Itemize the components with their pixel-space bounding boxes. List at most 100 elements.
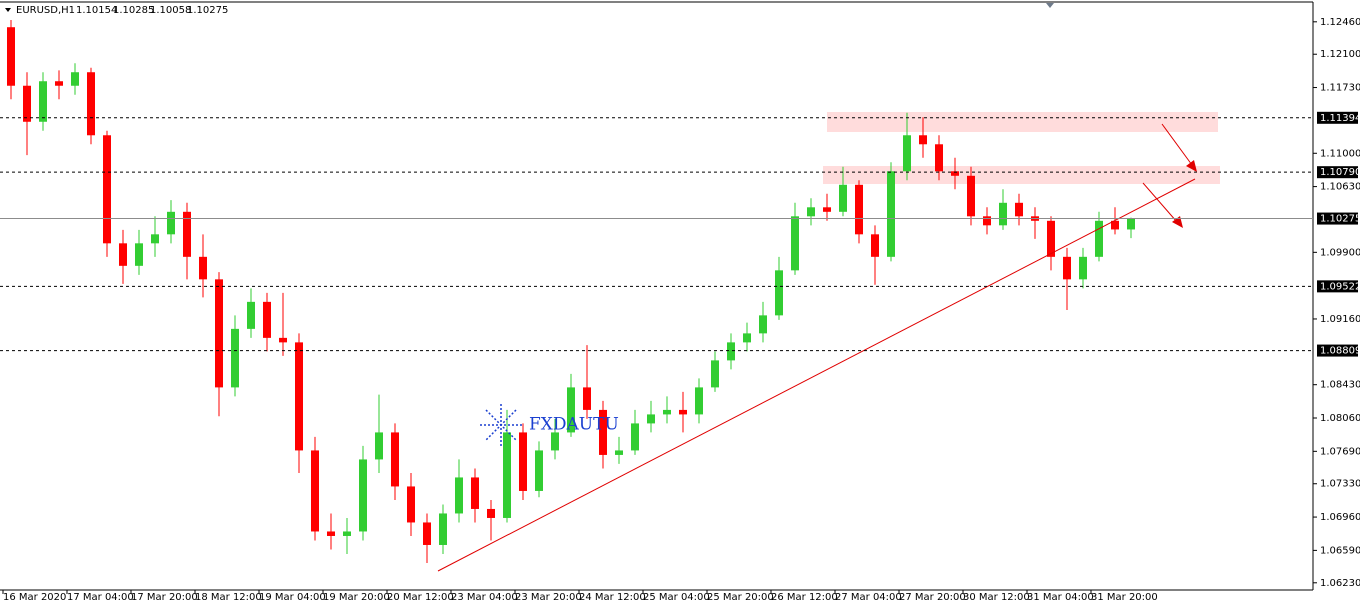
resistance-zone bbox=[827, 112, 1218, 132]
candle-body bbox=[695, 387, 703, 415]
zones bbox=[823, 112, 1220, 184]
candle-body bbox=[359, 459, 367, 532]
candle-body bbox=[263, 301, 271, 338]
candle-body bbox=[583, 387, 591, 410]
price-level-box bbox=[1317, 111, 1358, 124]
candle-body bbox=[791, 216, 799, 271]
candle-body bbox=[855, 184, 863, 235]
y-tick-label: 1.07690 bbox=[1320, 446, 1360, 457]
candle-body bbox=[135, 243, 143, 266]
candle-body bbox=[871, 234, 879, 257]
candle-body bbox=[55, 81, 63, 86]
x-tick-label: 27 Mar 04:00 bbox=[835, 592, 902, 603]
candle-body bbox=[807, 207, 815, 217]
candle-body bbox=[215, 279, 223, 388]
y-tick-label: 1.07330 bbox=[1320, 479, 1360, 490]
candle-body bbox=[199, 256, 207, 280]
ohlc-open: 1.10154 bbox=[76, 5, 117, 16]
candle-body bbox=[935, 144, 943, 172]
x-tick-label: 26 Mar 12:00 bbox=[771, 592, 838, 603]
x-tick-label: 23 Mar 20:00 bbox=[515, 592, 582, 603]
x-tick-label: 23 Mar 04:00 bbox=[451, 592, 518, 603]
arrow bbox=[1142, 182, 1178, 223]
annotations: FXDAUTU bbox=[437, 123, 1197, 572]
candle-body bbox=[327, 531, 335, 536]
resistance-zone bbox=[823, 166, 1220, 184]
y-tick-label: 1.08430 bbox=[1320, 380, 1360, 391]
candle-body bbox=[1095, 220, 1103, 257]
y-tick-label: 1.10630 bbox=[1320, 182, 1360, 193]
current-price-box bbox=[1317, 212, 1358, 225]
candle-body bbox=[711, 360, 719, 388]
candle-body bbox=[391, 432, 399, 487]
candle-body bbox=[727, 342, 735, 361]
candle-body bbox=[311, 450, 319, 532]
candle-body bbox=[151, 234, 159, 244]
candle-body bbox=[951, 171, 959, 176]
y-tick-label: 1.09900 bbox=[1320, 247, 1360, 258]
x-tick-label: 20 Mar 12:00 bbox=[387, 592, 454, 603]
x-tick-label: 31 Mar 20:00 bbox=[1091, 592, 1158, 603]
candle-body bbox=[103, 135, 111, 244]
candle-body bbox=[487, 508, 495, 518]
candle-body bbox=[903, 135, 911, 172]
candle-body bbox=[1127, 218, 1135, 230]
y-tick-label: 1.06960 bbox=[1320, 512, 1360, 523]
x-tick-label: 18 Mar 12:00 bbox=[195, 592, 262, 603]
plot bbox=[7, 20, 1135, 563]
candle-body bbox=[663, 409, 671, 415]
watermark-icon bbox=[480, 404, 522, 446]
candle-body bbox=[839, 184, 847, 212]
x-tick-label: 27 Mar 20:00 bbox=[899, 592, 966, 603]
candle-body bbox=[759, 315, 767, 334]
price-level-label: 1.10790 bbox=[1320, 167, 1360, 178]
candle-body bbox=[7, 27, 15, 86]
arrow-head bbox=[1186, 160, 1197, 172]
candle-body bbox=[743, 333, 751, 343]
candle-body bbox=[983, 216, 991, 226]
candle-body bbox=[375, 432, 383, 460]
candle-body bbox=[23, 85, 31, 122]
menu-triangle bbox=[5, 8, 11, 12]
x-tick-label: 31 Mar 04:00 bbox=[1027, 592, 1094, 603]
price-level-label: 1.08809 bbox=[1320, 346, 1360, 357]
candle-body bbox=[295, 342, 303, 451]
y-tick-label: 1.11000 bbox=[1320, 148, 1360, 159]
candle-body bbox=[343, 531, 351, 536]
candle-body bbox=[1063, 256, 1071, 280]
watermark: FXDAUTU bbox=[529, 415, 619, 435]
candle-body bbox=[919, 135, 927, 145]
candle-body bbox=[1047, 220, 1055, 257]
candle-body bbox=[823, 207, 831, 212]
price-level-label: 1.09522 bbox=[1320, 281, 1360, 292]
price-level-box bbox=[1317, 166, 1358, 179]
candle-body bbox=[1111, 220, 1119, 230]
price-level-box bbox=[1317, 344, 1358, 357]
y-tick-label: 1.12100 bbox=[1320, 49, 1360, 60]
x-tick-label: 17 Mar 20:00 bbox=[131, 592, 198, 603]
candle-body bbox=[439, 513, 447, 545]
x-tick-label: 25 Mar 20:00 bbox=[707, 592, 774, 603]
arrow bbox=[1161, 123, 1193, 166]
shift-marker bbox=[1046, 3, 1054, 8]
candle-body bbox=[279, 337, 287, 343]
candle-body bbox=[455, 477, 463, 514]
candle-body bbox=[503, 432, 511, 518]
y-tick-label: 1.12460 bbox=[1320, 17, 1360, 28]
candle-body bbox=[999, 202, 1007, 226]
ohlc-low: 1.10058 bbox=[150, 5, 191, 16]
candle-body bbox=[231, 328, 239, 388]
candle-body bbox=[647, 414, 655, 424]
candle-body bbox=[87, 72, 95, 136]
candle-body bbox=[775, 270, 783, 316]
y-tick-label: 1.06590 bbox=[1320, 545, 1360, 556]
x-tick-label: 24 Mar 12:00 bbox=[579, 592, 646, 603]
candle-body bbox=[615, 450, 623, 455]
x-tick-label: 25 Mar 04:00 bbox=[643, 592, 710, 603]
candle-body bbox=[247, 301, 255, 329]
candle-body bbox=[1079, 256, 1087, 280]
candle-body bbox=[119, 243, 127, 266]
candle-body bbox=[631, 423, 639, 451]
symbol: EURUSD,H1 bbox=[16, 5, 75, 16]
